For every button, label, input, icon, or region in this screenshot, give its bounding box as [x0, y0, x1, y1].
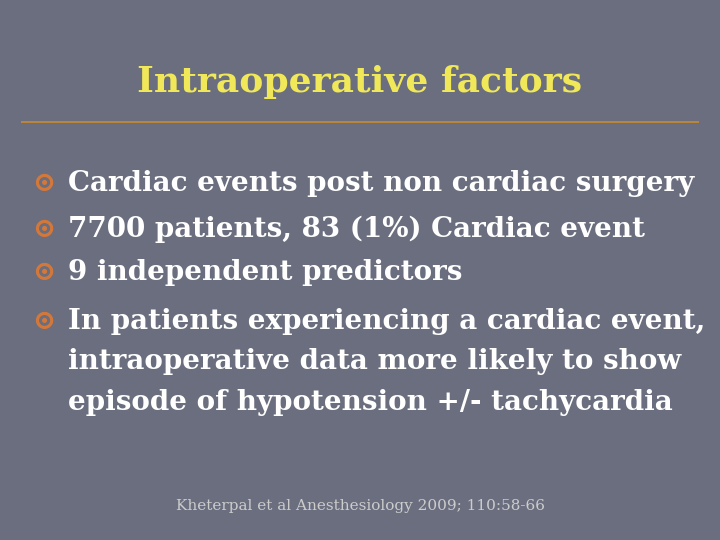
Text: ⊙: ⊙ — [32, 170, 55, 197]
Text: ⊙: ⊙ — [32, 308, 55, 335]
Text: episode of hypotension +/- tachycardia: episode of hypotension +/- tachycardia — [68, 389, 673, 416]
FancyBboxPatch shape — [11, 8, 709, 532]
Text: ⊙: ⊙ — [32, 216, 55, 243]
Text: intraoperative data more likely to show: intraoperative data more likely to show — [68, 348, 682, 375]
Text: 9 independent predictors: 9 independent predictors — [68, 259, 463, 286]
Text: 7700 patients, 83 (1%) Cardiac event: 7700 patients, 83 (1%) Cardiac event — [68, 216, 645, 244]
Text: Kheterpal et al Anesthesiology 2009; 110:58-66: Kheterpal et al Anesthesiology 2009; 110… — [176, 499, 544, 513]
Text: Intraoperative factors: Intraoperative factors — [138, 65, 582, 99]
Text: ⊙: ⊙ — [32, 259, 55, 286]
Text: In patients experiencing a cardiac event,: In patients experiencing a cardiac event… — [68, 308, 706, 335]
Text: Cardiac events post non cardiac surgery: Cardiac events post non cardiac surgery — [68, 170, 695, 197]
